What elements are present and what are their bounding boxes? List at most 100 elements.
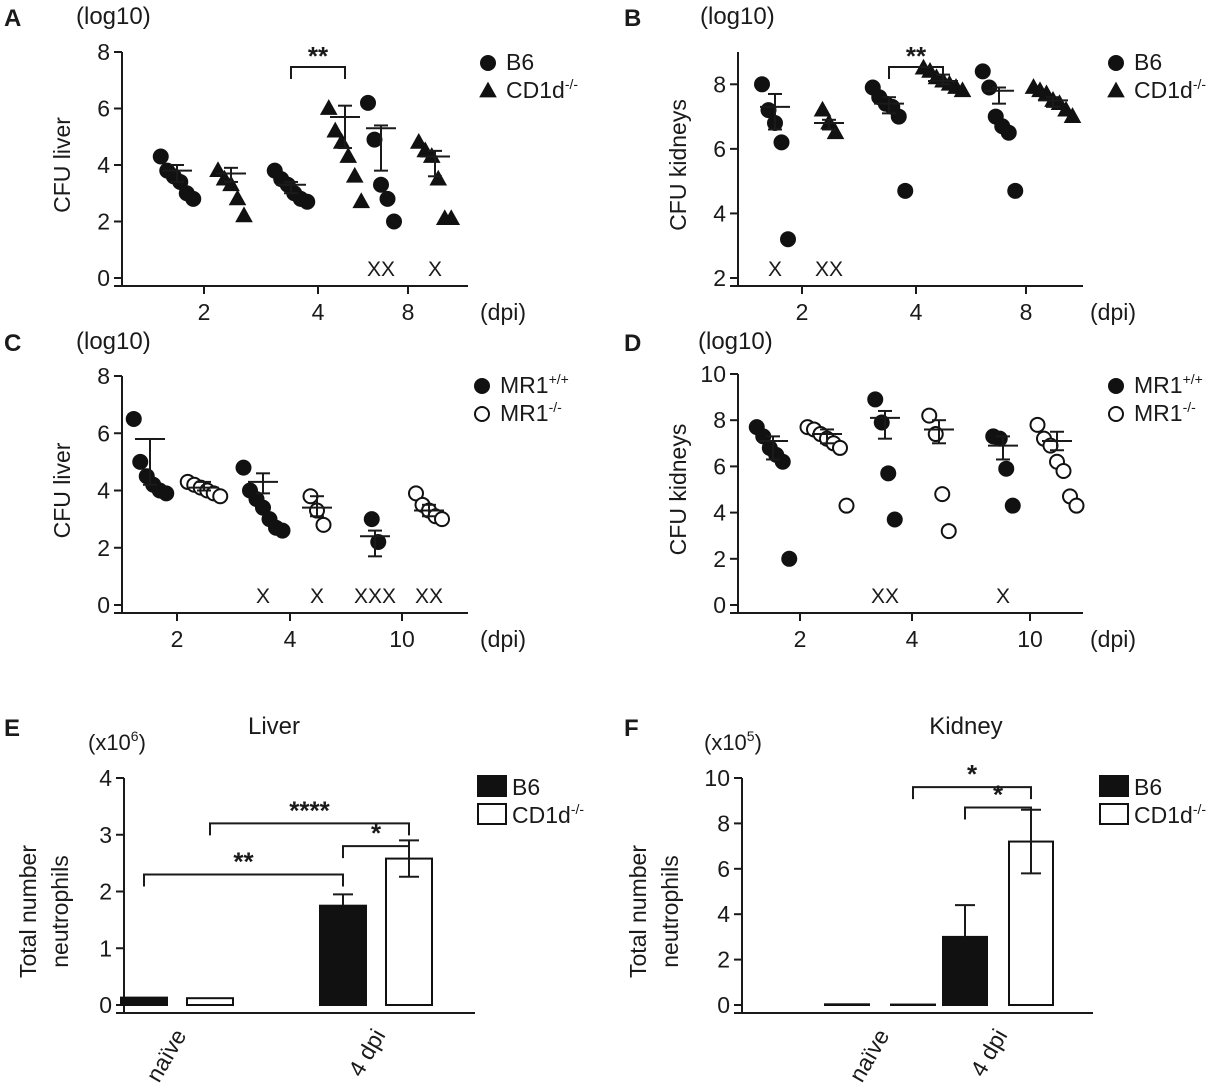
x-tick-label: 4 dpi: [965, 1025, 1012, 1081]
y-tick-label: 2: [99, 879, 112, 905]
y-tick-label: 2: [713, 265, 726, 291]
unit-label: (log10): [76, 3, 151, 30]
data-point: [315, 516, 332, 533]
legend-marker: [474, 378, 490, 394]
legend-label: CD1d-/-: [512, 801, 584, 828]
data-point: [299, 193, 316, 210]
data-point: [185, 190, 202, 207]
legend-label: MR1+/+: [1134, 371, 1203, 398]
unit-base: (x10: [88, 730, 131, 755]
data-point: [132, 453, 149, 470]
panel-letter: B: [624, 5, 641, 32]
unit-exp: 6: [131, 728, 139, 744]
bar: [824, 1003, 870, 1006]
data-point: [780, 231, 796, 248]
data-point: [774, 453, 791, 470]
data-point: [974, 63, 991, 80]
legend-label-sup: +/+: [1183, 371, 1203, 387]
y-tick-label: 4: [713, 200, 726, 226]
chart-title: Liver: [248, 713, 300, 740]
significance-label: ****: [289, 795, 330, 825]
legend-label-base: MR1: [1134, 372, 1183, 398]
y-axis-label: Total number: [625, 845, 651, 978]
legend-swatch: [477, 775, 507, 797]
y-tick-label: 8: [713, 71, 726, 97]
data-point: [1029, 416, 1046, 433]
significance-bracket: [912, 786, 1032, 800]
legend-label: MR1+/+: [500, 371, 569, 398]
data-point: [826, 123, 845, 140]
chart-title: Kidney: [929, 713, 1002, 740]
legend-label-base: B6: [506, 49, 534, 75]
legend-label-base: B6: [1134, 774, 1162, 800]
data-point: [781, 550, 798, 567]
panel-letter: A: [4, 5, 21, 32]
data-point: [773, 134, 790, 151]
legend-label-base: MR1: [500, 400, 549, 426]
legend-swatch: [1099, 803, 1129, 825]
excluded-count: X: [310, 585, 324, 608]
data-point: [125, 410, 142, 427]
significance-label: **: [308, 41, 329, 71]
data-point: [1000, 124, 1017, 141]
x-tick-label: 4: [284, 626, 297, 652]
data-point: [332, 132, 351, 149]
y-tick-label: 8: [713, 407, 726, 433]
x-axis-label: (dpi): [1090, 626, 1136, 652]
unit-label: (x105): [704, 728, 762, 755]
x-tick-label: 4: [910, 299, 923, 325]
legend-label: MR1-/-: [1134, 399, 1196, 426]
data-point: [953, 81, 972, 98]
legend-label: B6: [512, 774, 540, 800]
significance-bracket: [290, 66, 346, 79]
legend-label-base: CD1d: [512, 802, 571, 828]
significance-bracket: [888, 66, 944, 79]
data-point: [890, 108, 907, 125]
data-point: [1068, 497, 1085, 514]
y-tick-label: 4: [717, 901, 730, 927]
y-tick-label: 4: [97, 478, 110, 504]
excluded-count: XXX: [354, 585, 396, 608]
x-tick-label: 4: [312, 299, 325, 325]
data-point: [754, 76, 770, 93]
legend-label-sup: -/-: [1193, 801, 1207, 817]
x-tick-label: 2: [198, 299, 211, 325]
x-tick-label: 4: [906, 626, 919, 652]
y-tick-label: 4: [99, 765, 112, 791]
legend-label: B6: [1134, 49, 1162, 75]
x-tick-label: 2: [796, 299, 809, 325]
y-tick-label: 6: [717, 856, 730, 882]
data-point: [880, 465, 897, 482]
legend-label-sup: -/-: [571, 801, 585, 817]
significance-label: **: [233, 846, 254, 876]
y-axis-label: CFU liver: [49, 442, 75, 538]
legend-label-base: CD1d: [1134, 802, 1193, 828]
legend-label: CD1d-/-: [1134, 801, 1206, 828]
bar: [942, 935, 988, 1007]
significance-bracket: [143, 873, 344, 887]
y-tick-label: 2: [97, 535, 110, 561]
y-tick-label: 8: [97, 39, 110, 65]
data-point: [366, 131, 383, 148]
data-point: [991, 430, 1008, 447]
unit-label: (log10): [700, 3, 775, 30]
panel-e: E Liver (x106) Total number neutrophils 0 1 2 3 4…: [4, 713, 584, 1086]
data-point: [379, 190, 396, 207]
legend-label: B6: [506, 49, 534, 75]
legend-label: B6: [1134, 774, 1162, 800]
legend-swatch: [477, 803, 507, 825]
y-tick-label: 0: [717, 992, 730, 1018]
unit-close: ): [139, 730, 146, 755]
legend-label: MR1-/-: [500, 399, 562, 426]
x-tick-label: naïve: [141, 1025, 192, 1086]
data-point: [235, 459, 252, 476]
unit-label: (x106): [88, 728, 146, 755]
legend-marker: [474, 406, 490, 422]
y-tick-label: 8: [717, 810, 730, 836]
excluded-count: X: [256, 585, 270, 608]
data-point: [940, 523, 957, 540]
data-point: [373, 176, 389, 193]
y-tick-label: 4: [97, 152, 110, 178]
data-point: [158, 485, 175, 502]
